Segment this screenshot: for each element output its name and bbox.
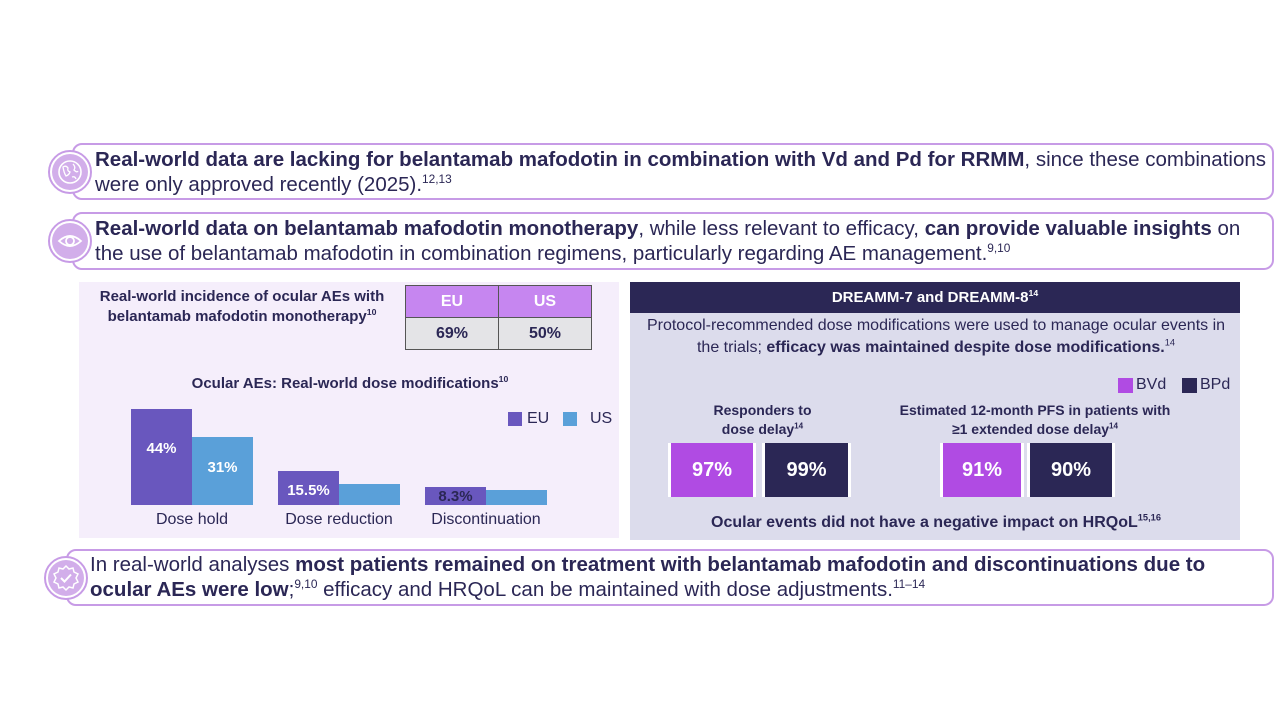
incidence-title-text: Real-world incidence of ocular AEs with …: [99, 288, 385, 325]
pfs-bpd-tile: 90%: [1027, 443, 1115, 497]
callout-2-ref: 9,10: [987, 241, 1011, 256]
globe-badge: [48, 150, 92, 194]
legend-us-label: US: [590, 410, 613, 427]
incidence-header-eu: EU: [405, 285, 499, 318]
category-label-dose-hold: Dose hold: [155, 511, 229, 528]
callout-1-bold: Real-world data are lacking for belantam…: [95, 148, 1025, 171]
responders-bvd-tile: 97%: [668, 443, 756, 497]
legend-eu-label: EU: [527, 410, 550, 427]
callout-3-semi: ;: [288, 578, 295, 601]
incidence-value-us: 50%: [498, 317, 592, 350]
dreamm-desc-plain: Protocol-recommended dose modifications …: [646, 317, 1226, 356]
responders-label-line-1: Responders to: [713, 402, 812, 418]
pfs-label: Estimated 12-month PFS in patients with …: [875, 401, 1195, 439]
bar-label-eu-discontinuation: 8.3%: [438, 488, 473, 505]
dreamm-footer-ref: 15,16: [1137, 512, 1161, 523]
responders-label: Responders to dose delay14: [680, 401, 845, 439]
dose-mod-title-text: Ocular AEs: Real-world dose modification…: [191, 375, 499, 392]
callout-2-bold-2: can provide valuable insights: [924, 217, 1212, 240]
bar-eu-dose-reduction: [278, 471, 339, 505]
callout-3-text: In real-world analyses most patients rem…: [90, 552, 1270, 602]
callout-3-pre: In real-world analyses: [90, 553, 296, 576]
callout-real-world-lacking: [72, 143, 1274, 200]
dreamm-header-ref: 14: [1028, 288, 1039, 298]
bar-eu-discontinuation: [425, 487, 486, 505]
incidence-header-us: US: [498, 285, 592, 318]
callout-monotherapy-insights: [72, 212, 1274, 270]
bar-eu-dose-hold: [131, 409, 192, 505]
callout-2-rest: on the use of belantamab mafodotin in co…: [95, 217, 1241, 265]
callout-3-bold: most patients remained on treatment with…: [90, 553, 1206, 601]
callout-3-ref-2: 11–14: [892, 577, 926, 592]
globe-icon: [58, 160, 82, 184]
incidence-table: EU US 69% 50%: [405, 285, 592, 350]
callout-2-mid: , while less relevant to efficacy,: [638, 217, 925, 240]
dreamm-footer-text: Ocular events did not have a negative im…: [711, 514, 1138, 531]
bar-us-dose-hold: [192, 437, 253, 505]
incidence-title: Real-world incidence of ocular AEs with …: [92, 287, 392, 327]
dose-mod-title-ref: 10: [498, 374, 509, 384]
pfs-label-ref: 14: [1109, 421, 1119, 431]
dreamm-desc-bold: efficacy was maintained despite dose mod…: [766, 339, 1165, 356]
legend-bpd-label: BPd: [1200, 376, 1231, 393]
incidence-title-ref: 10: [366, 307, 377, 317]
incidence-value-row: 69% 50%: [405, 317, 592, 350]
responders-label-line-2: dose delay: [721, 421, 795, 437]
bar-us-discontinuation: [486, 490, 547, 505]
check-badge: [44, 556, 88, 600]
legend-bpd-swatch: [1182, 378, 1197, 393]
dose-mod-title: Ocular AEs: Real-world dose modification…: [120, 374, 580, 394]
bar-label-us-dose-reduction: 9.8%: [352, 485, 387, 502]
callout-1-rest: , since these combinations were only app…: [95, 148, 1266, 196]
eye-icon: [57, 235, 83, 247]
dreamm-header-text: DREAMM-7 and DREAMM-8: [831, 289, 1029, 306]
eye-badge: [48, 219, 92, 263]
legend-bvd-swatch: [1118, 378, 1133, 393]
legend-eu-swatch: [508, 412, 522, 426]
bar-us-dose-reduction: [339, 484, 400, 505]
dreamm-description: Protocol-recommended dose modifications …: [636, 315, 1236, 359]
callout-2-text: Real-world data on belantamab mafodotin …: [95, 216, 1270, 266]
callout-patients-remained: [66, 549, 1274, 606]
dreamm-header: DREAMM-7 and DREAMM-814: [630, 282, 1240, 313]
dreamm-desc-ref: 14: [1164, 337, 1175, 348]
pfs-bvd-tile: 91%: [940, 443, 1024, 497]
legend-bvd-label: BVd: [1136, 376, 1167, 393]
legend-us-swatch: [563, 412, 577, 426]
pfs-label-line-1: Estimated 12-month PFS in patients with: [899, 402, 1171, 418]
bar-label-us-dose-hold: 31%: [207, 459, 238, 476]
responders-label-ref: 14: [794, 421, 804, 431]
callout-1-text: Real-world data are lacking for belantam…: [95, 147, 1270, 197]
callout-2-bold-1: Real-world data on belantamab mafodotin …: [95, 217, 639, 240]
bar-label-eu-dose-reduction: 15.5%: [287, 482, 330, 499]
bar-label-us-discontinuation: 7.1%: [499, 491, 534, 508]
category-label-dose-reduction: Dose reduction: [285, 511, 393, 528]
incidence-value-eu: 69%: [405, 317, 499, 350]
callout-1-ref: 12,13: [422, 172, 452, 187]
callout-3-ref-1: 9,10: [294, 577, 318, 592]
bar-label-eu-dose-hold: 44%: [146, 440, 177, 457]
dreamm-panel: [630, 282, 1240, 540]
callout-3-rest: efficacy and HRQoL can be maintained wit…: [317, 578, 893, 601]
check-badge-icon: [52, 564, 80, 592]
dreamm-footer: Ocular events did not have a negative im…: [636, 512, 1236, 534]
incidence-header-row: EU US: [405, 285, 592, 318]
responders-bpd-tile: 99%: [762, 443, 851, 497]
category-label-discontinuation: Discontinuation: [431, 511, 541, 528]
pfs-label-line-2: ≥1 extended dose delay: [951, 421, 1110, 437]
